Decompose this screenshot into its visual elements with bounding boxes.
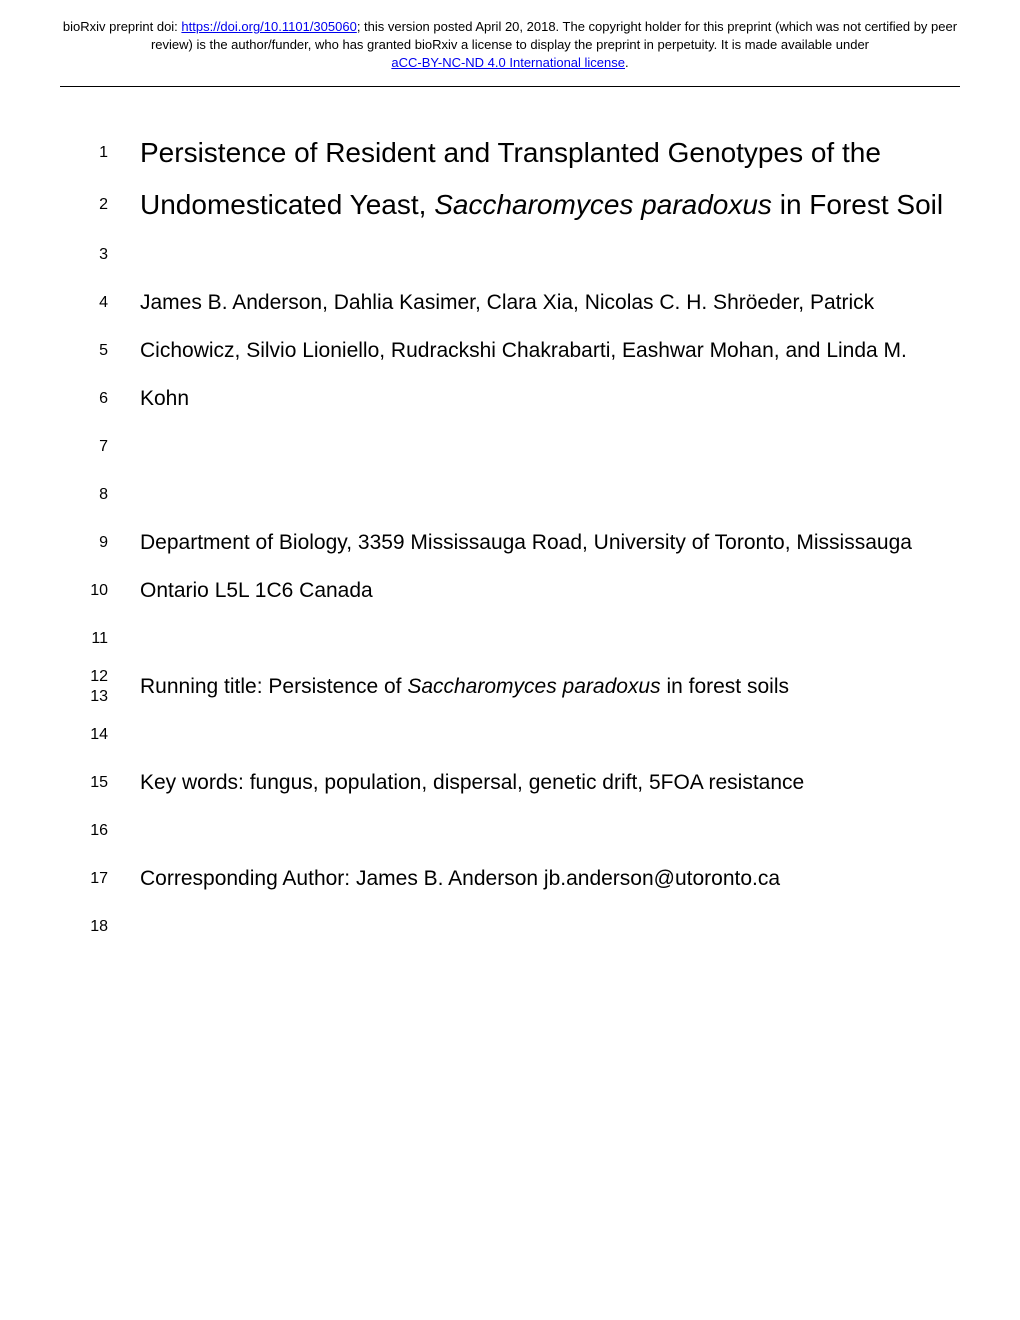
line-17: 17 Corresponding Author: James B. Anders… — [70, 855, 950, 903]
affiliation-text: Department of Biology, 3359 Mississauga … — [140, 527, 912, 559]
corresponding-author-text: Corresponding Author: James B. Anderson … — [140, 863, 780, 895]
header-period: . — [625, 55, 629, 70]
line-number: 3 — [70, 246, 108, 264]
line-number: 1 — [70, 144, 108, 162]
line-2: 2 Undomesticated Yeast, Saccharomyces pa… — [70, 179, 950, 231]
line-number: 14 — [70, 726, 108, 744]
title-italic: Saccharomyces paradoxus — [434, 189, 772, 220]
line-11: 11 — [70, 615, 950, 663]
running-before: Running title: Persistence of — [140, 675, 407, 698]
title-text: Persistence of Resident and Transplanted… — [140, 133, 881, 172]
line-number: 18 — [70, 918, 108, 936]
line-4: 4 James B. Anderson, Dahlia Kasimer, Cla… — [70, 279, 950, 327]
line-number: 10 — [70, 582, 108, 600]
authors-text: Kohn — [140, 383, 189, 415]
line-number: 15 — [70, 774, 108, 792]
line-1: 1 Persistence of Resident and Transplant… — [70, 127, 950, 179]
line-number: 8 — [70, 486, 108, 504]
keywords-text: Key words: fungus, population, dispersal… — [140, 767, 804, 799]
line-number: 4 — [70, 294, 108, 312]
line-15: 15 Key words: fungus, population, disper… — [70, 759, 950, 807]
line-18: 18 — [70, 903, 950, 951]
line-number: 5 — [70, 342, 108, 360]
line-6: 6 Kohn — [70, 375, 950, 423]
line-5: 5 Cichowicz, Silvio Lioniello, Rudracksh… — [70, 327, 950, 375]
line-16: 16 — [70, 807, 950, 855]
line-10: 10 Ontario L5L 1C6 Canada — [70, 567, 950, 615]
line-num-13: 13 — [70, 687, 108, 706]
line-14: 14 — [70, 711, 950, 759]
line-number: 12 13 — [70, 667, 108, 705]
header-prefix: bioRxiv preprint doi: — [63, 19, 182, 34]
line-number: 6 — [70, 390, 108, 408]
authors-text: James B. Anderson, Dahlia Kasimer, Clara… — [140, 287, 874, 319]
title-text: Undomesticated Yeast, Saccharomyces para… — [140, 185, 943, 224]
line-number: 9 — [70, 534, 108, 552]
line-number: 11 — [70, 630, 108, 648]
line-8: 8 — [70, 471, 950, 519]
doi-link[interactable]: https://doi.org/10.1101/305060 — [181, 19, 356, 34]
preprint-header: bioRxiv preprint doi: https://doi.org/10… — [0, 0, 1020, 81]
running-title-text: Running title: Persistence of Saccharomy… — [140, 671, 789, 703]
document-content: 1 Persistence of Resident and Transplant… — [0, 87, 1020, 951]
line-number: 2 — [70, 196, 108, 214]
authors-text: Cichowicz, Silvio Lioniello, Rudrackshi … — [140, 335, 907, 367]
line-num-12: 12 — [70, 667, 108, 686]
line-number: 16 — [70, 822, 108, 840]
header-version: ; this version posted April 20, 2018. — [357, 19, 563, 34]
affiliation-text: Ontario L5L 1C6 Canada — [140, 575, 373, 607]
running-italic: Saccharomyces paradoxus — [407, 675, 660, 698]
line-9: 9 Department of Biology, 3359 Mississaug… — [70, 519, 950, 567]
line-12-13: 12 13 Running title: Persistence of Sacc… — [70, 663, 950, 711]
license-link[interactable]: aCC-BY-NC-ND 4.0 International license — [391, 55, 625, 70]
running-after: in forest soils — [661, 675, 789, 698]
line-7: 7 — [70, 423, 950, 471]
title-before: Undomesticated Yeast, — [140, 189, 434, 220]
title-after: in Forest Soil — [772, 189, 943, 220]
line-number: 17 — [70, 870, 108, 888]
line-number: 7 — [70, 438, 108, 456]
line-3: 3 — [70, 231, 950, 279]
